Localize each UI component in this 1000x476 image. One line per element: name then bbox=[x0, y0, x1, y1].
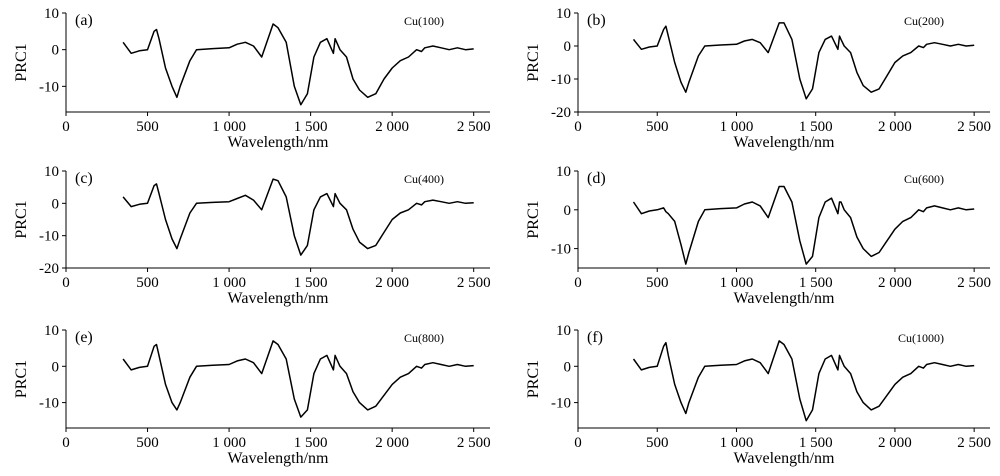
x-tick-label: 1 000 bbox=[720, 435, 754, 451]
x-tick-label: 1 000 bbox=[212, 275, 246, 291]
x-tick-label: 500 bbox=[136, 275, 159, 291]
x-tick-label: 1 500 bbox=[294, 119, 328, 135]
y-tick-label: 10 bbox=[44, 323, 59, 339]
y-tick-label: -10 bbox=[551, 396, 571, 412]
y-tick-label: -20 bbox=[551, 105, 571, 121]
x-tick-label: 500 bbox=[646, 275, 669, 291]
x-axis-title: Wavelength/nm bbox=[228, 450, 329, 467]
x-tick-label: 2 000 bbox=[878, 435, 912, 451]
panel-label: (e) bbox=[75, 329, 93, 346]
x-tick-label: 1 500 bbox=[294, 435, 328, 451]
x-tick-label: 1 000 bbox=[720, 119, 754, 135]
y-tick-label: -10 bbox=[39, 229, 59, 245]
y-axis-title: PRC1 bbox=[13, 360, 30, 398]
x-tick-label: 0 bbox=[62, 275, 70, 291]
x-tick-label: 2 500 bbox=[457, 119, 491, 135]
series-line bbox=[632, 185, 975, 265]
x-tick-label: 500 bbox=[136, 119, 159, 135]
x-tick-label: 1 000 bbox=[212, 435, 246, 451]
y-tick-label: -20 bbox=[39, 261, 59, 277]
series-line bbox=[122, 178, 474, 256]
x-tick-label: 2 500 bbox=[957, 119, 991, 135]
y-tick-label: -10 bbox=[551, 72, 571, 88]
y-tick-label: 10 bbox=[44, 164, 59, 180]
x-axis-title: Wavelength/nm bbox=[228, 290, 329, 307]
sample-label: Cu(1000) bbox=[898, 331, 944, 345]
series-line bbox=[122, 23, 474, 106]
x-tick-label: 500 bbox=[646, 119, 669, 135]
series-line bbox=[122, 340, 474, 418]
x-tick-label: 2 000 bbox=[375, 435, 409, 451]
panel-label: (b) bbox=[587, 12, 606, 29]
panel-label: (d) bbox=[587, 170, 606, 187]
y-tick-label: 10 bbox=[44, 6, 59, 22]
y-tick-label: 10 bbox=[556, 6, 571, 22]
y-tick-label: 0 bbox=[52, 359, 60, 375]
y-tick-label: 0 bbox=[564, 39, 572, 55]
x-tick-label: 0 bbox=[62, 435, 70, 451]
panel-label: (f) bbox=[587, 329, 603, 346]
x-tick-label: 2 000 bbox=[375, 275, 409, 291]
y-axis-title: PRC1 bbox=[525, 200, 542, 238]
x-tick-label: 2 000 bbox=[375, 119, 409, 135]
x-tick-label: 2 500 bbox=[957, 275, 991, 291]
series-line bbox=[632, 340, 975, 422]
x-tick-label: 2 000 bbox=[878, 119, 912, 135]
y-axis-title: PRC1 bbox=[525, 360, 542, 398]
x-axis-title: Wavelength/nm bbox=[734, 134, 835, 151]
y-axis-title: PRC1 bbox=[13, 43, 30, 81]
x-tick-label: 1 000 bbox=[720, 275, 754, 291]
chart-panel: 0 500 1 000 1 500 2 000 2 500 10 0 -10 Wavelength… bbox=[13, 6, 491, 151]
y-tick-label: -10 bbox=[39, 79, 59, 95]
x-tick-label: 2 000 bbox=[878, 275, 912, 291]
y-tick-label: 10 bbox=[556, 164, 571, 180]
sample-label: Cu(800) bbox=[404, 331, 444, 345]
x-tick-label: 1 500 bbox=[799, 119, 833, 135]
x-tick-label: 0 bbox=[574, 275, 582, 291]
chart-panel: 0 500 1 000 1 500 2 000 2 500 10 0 -10 -20 Wavelen… bbox=[13, 164, 491, 307]
chart-panel: 0 500 1 000 1 500 2 000 2 500 10 0 -10 Wavelength… bbox=[13, 323, 491, 467]
y-axis-title: PRC1 bbox=[525, 43, 542, 81]
panel-label: (a) bbox=[75, 12, 93, 29]
x-tick-label: 1 500 bbox=[799, 435, 833, 451]
x-tick-label: 0 bbox=[62, 119, 70, 135]
series-line bbox=[632, 22, 975, 100]
y-tick-label: 0 bbox=[52, 196, 60, 212]
x-axis-title: Wavelength/nm bbox=[734, 450, 835, 467]
x-tick-label: 2 500 bbox=[957, 435, 991, 451]
sample-label: Cu(200) bbox=[904, 14, 944, 28]
y-axis-title: PRC1 bbox=[13, 200, 30, 238]
x-tick-label: 0 bbox=[574, 119, 582, 135]
sample-label: Cu(100) bbox=[404, 14, 444, 28]
panel-label: (c) bbox=[75, 170, 93, 187]
y-tick-label: -10 bbox=[39, 396, 59, 412]
x-axis-title: Wavelength/nm bbox=[734, 290, 835, 307]
x-tick-label: 500 bbox=[646, 435, 669, 451]
y-tick-label: 0 bbox=[564, 203, 572, 219]
x-tick-label: 1 500 bbox=[799, 275, 833, 291]
y-tick-label: 0 bbox=[564, 359, 572, 375]
y-tick-label: 10 bbox=[556, 323, 571, 339]
x-tick-label: 1 000 bbox=[212, 119, 246, 135]
sample-label: Cu(600) bbox=[904, 172, 944, 186]
x-tick-label: 2 500 bbox=[457, 275, 491, 291]
y-tick-label: 0 bbox=[52, 43, 60, 59]
chart-panel: 0 500 1 000 1 500 2 000 2 500 10 0 -10 -20 Wavelen… bbox=[525, 6, 991, 151]
chart-panel: 0 500 1 000 1 500 2 000 2 500 10 0 -10 Wavelength… bbox=[525, 164, 991, 307]
x-tick-label: 2 500 bbox=[457, 435, 491, 451]
y-tick-label: -10 bbox=[551, 242, 571, 258]
x-axis-title: Wavelength/nm bbox=[228, 134, 329, 151]
x-tick-label: 500 bbox=[136, 435, 159, 451]
x-tick-label: 1 500 bbox=[294, 275, 328, 291]
x-tick-label: 0 bbox=[574, 435, 582, 451]
sample-label: Cu(400) bbox=[404, 172, 444, 186]
chart-panel: 0 500 1 000 1 500 2 000 2 500 10 0 -10 Wavelength… bbox=[525, 323, 991, 467]
